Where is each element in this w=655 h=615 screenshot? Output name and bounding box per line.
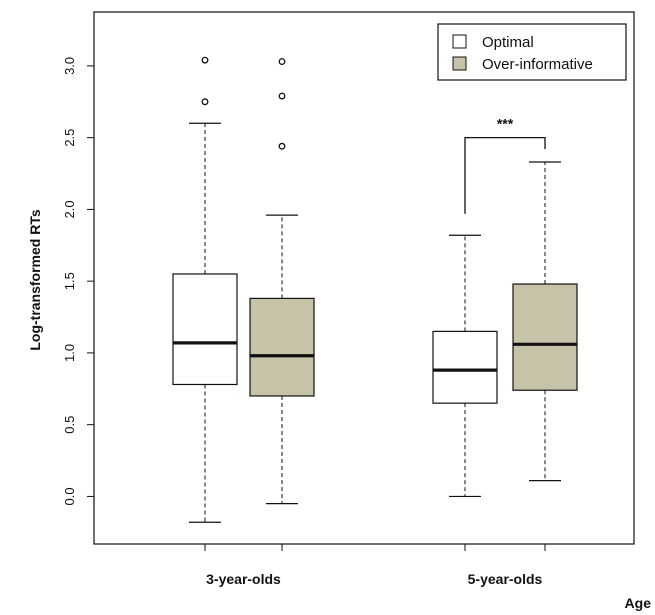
x-category-label: 3-year-olds	[206, 571, 281, 587]
plot-frame	[93, 11, 635, 545]
y-tick-label: 2.0	[62, 200, 77, 218]
box-optimal-5-year-olds	[432, 234, 498, 498]
y-tick-label: 3.0	[62, 57, 77, 75]
significance-label: ***	[497, 116, 514, 132]
significance-annotations: ***	[464, 116, 546, 214]
legend-label: Optimal	[482, 34, 534, 51]
box-iqr	[172, 273, 238, 386]
outlier-point	[201, 98, 209, 106]
y-axis-title: Log-transformed RTs	[27, 209, 43, 351]
x-category-label: 5-year-olds	[468, 571, 543, 587]
outlier-point	[278, 142, 286, 150]
box-iqr	[432, 330, 498, 404]
box-iqr	[249, 297, 315, 397]
significance-bracket	[464, 136, 546, 214]
y-tick-label: 1.0	[62, 344, 77, 362]
outlier-point	[278, 92, 286, 100]
box-over-informative-5-year-olds	[512, 161, 578, 482]
y-tick-label: 0.0	[62, 487, 77, 505]
x-axis-title: Age	[625, 595, 652, 611]
outlier-point	[278, 58, 286, 66]
y-axis: 0.0 0.5 1.0 1.5 2.0 2.5 3.0	[62, 57, 94, 505]
legend-swatch	[452, 34, 467, 49]
legend-swatch	[452, 56, 467, 71]
legend-label: Over-informative	[482, 56, 593, 73]
box-iqr	[512, 283, 578, 391]
legend-box	[437, 23, 627, 81]
y-tick-label: 2.5	[62, 129, 77, 147]
boxplots	[172, 56, 578, 523]
x-axis: 3-year-olds 5-year-olds	[204, 544, 546, 587]
box-over-informative-3-year-olds	[249, 58, 315, 505]
box-optimal-3-year-olds	[172, 56, 238, 523]
y-tick-label: 0.5	[62, 416, 77, 434]
outlier-point	[201, 56, 209, 64]
legend: Optimal Over-informative	[437, 23, 627, 81]
y-tick-label: 1.5	[62, 272, 77, 290]
